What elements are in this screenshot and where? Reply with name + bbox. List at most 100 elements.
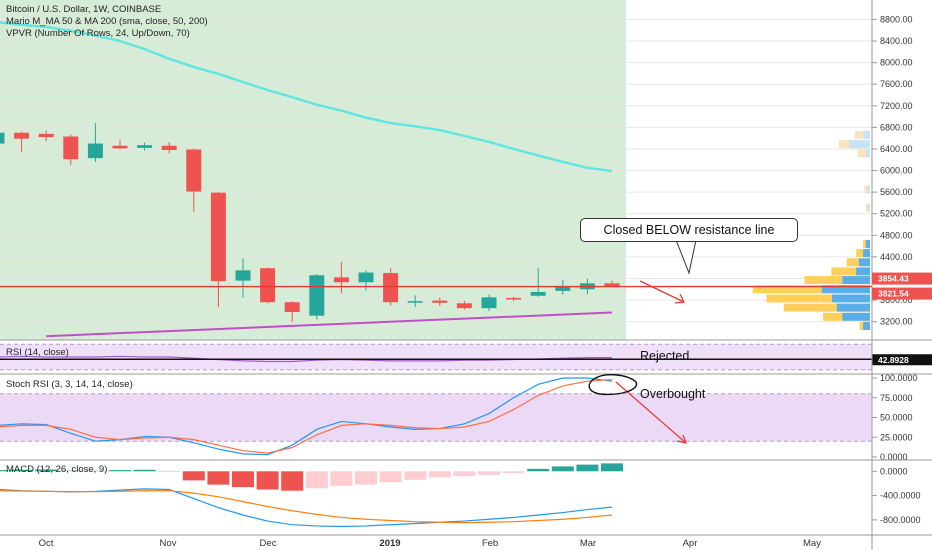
ma50-group — [0, 21, 613, 173]
candle-body — [530, 291, 546, 296]
macd-tick-label: 0.0000 — [880, 466, 908, 476]
vpvr-row-down — [821, 285, 870, 294]
macd-signal-line — [0, 490, 613, 524]
macd-histogram-bar — [59, 470, 82, 472]
ma-indicator-label[interactable]: Mario M_MA 50 & MA 200 (sma, close, 50, … — [6, 16, 208, 27]
vpvr-row-down — [858, 258, 870, 267]
time-axis-label: Mar — [580, 538, 596, 549]
macd-histogram-bar — [133, 469, 156, 472]
macd-histogram-bar — [551, 466, 574, 472]
vpvr-histogram — [752, 130, 870, 330]
candle-body — [506, 297, 522, 300]
vpvr-row-up — [831, 267, 870, 276]
symbol-title: Bitcoin / U.S. Dollar, 1W, COINBASE — [6, 4, 162, 15]
vpvr-row-up — [804, 276, 870, 285]
vpvr-row-down — [867, 185, 870, 194]
price-tick-label: 4400.00 — [880, 252, 913, 262]
macd-histogram-bar — [207, 471, 230, 485]
time-axis-label: Feb — [482, 538, 498, 549]
vpvr-row-down — [842, 312, 870, 321]
price-tick-label: 8400.00 — [880, 36, 913, 46]
macd-histogram-bar — [527, 468, 550, 472]
price-tick-label: 6800.00 — [880, 122, 913, 132]
price-tick-label: 6400.00 — [880, 144, 913, 154]
ma50-line — [0, 21, 613, 173]
second-price-value: 3821.54 — [878, 289, 909, 299]
vpvr-row-down — [849, 140, 870, 149]
macd-histogram-bar — [601, 463, 623, 472]
macd-histogram-bar — [330, 471, 353, 486]
time-axis-label: Oct — [39, 538, 54, 549]
macd-panel: 0.0000 -400.0000 -800.0000 — [0, 463, 921, 528]
macd-histogram-bar — [158, 470, 181, 472]
macd-histogram-bar — [478, 471, 500, 475]
stoch-tick-label: 50.0000 — [880, 413, 913, 423]
macd-indicator-label[interactable]: MACD (12, 26, close, 9) — [6, 464, 108, 475]
price-tick-label: 5200.00 — [880, 209, 913, 219]
vpvr-indicator-label[interactable]: VPVR (Number Of Rows, 24, Up/Down, 70) — [6, 28, 190, 39]
second-price-tag — [872, 287, 932, 300]
candle-body — [137, 145, 153, 148]
price-tick-label: 5600.00 — [880, 187, 913, 197]
arrow-resistance — [639, 280, 685, 303]
callout-box: Closed BELOW resistance line — [580, 218, 798, 242]
price-tick-label: 3600.00 — [880, 295, 913, 305]
macd-histogram-bar — [84, 470, 107, 472]
candle-body — [481, 297, 497, 309]
vpvr-row-down — [867, 203, 870, 212]
stoch-k-line — [0, 377, 613, 456]
candle-body — [14, 132, 30, 139]
stoch-d-line — [0, 378, 613, 454]
last-price-tag — [872, 272, 932, 285]
vpvr-row-up — [766, 294, 870, 303]
candle-body — [38, 133, 54, 138]
rsi-value-label: 42.8928 — [878, 355, 909, 365]
macd-histogram-bar — [0, 470, 8, 472]
macd-histogram-bar — [109, 470, 131, 472]
candle-body — [112, 145, 128, 149]
macd-histogram-bar — [35, 469, 58, 472]
candle-body — [309, 275, 325, 316]
price-tick-label: 8800.00 — [880, 14, 913, 24]
price-tick-label: 7200.00 — [880, 101, 913, 111]
price-tick-label: 6000.00 — [880, 166, 913, 176]
last-price-value: 3854.43 — [878, 274, 909, 284]
callout-pointer — [675, 239, 697, 275]
candle-body — [333, 277, 349, 283]
macd-histogram-bar — [404, 471, 427, 480]
rsi-value-tag — [872, 354, 932, 366]
candle-body — [235, 270, 251, 281]
annotation-rejected: Rejected — [640, 349, 690, 363]
macd-histogram-bar — [182, 471, 205, 481]
candle-body — [284, 302, 300, 312]
macd-tick-label: -800.0000 — [880, 515, 921, 525]
candle-body — [358, 272, 374, 283]
candles-group — [0, 123, 620, 323]
stoch-indicator-label[interactable]: Stoch RSI (3, 3, 14, 14, close) — [6, 379, 133, 390]
stoch-tick-label: 75.0000 — [880, 393, 913, 403]
macd-histogram-bar — [10, 469, 33, 472]
vpvr-row-down — [865, 149, 870, 158]
candle-body — [0, 132, 5, 144]
stoch-panel: 100.0000 75.0000 50.0000 25.0000 0.0000 — [0, 373, 918, 462]
candle-body — [63, 136, 79, 160]
candle-body — [604, 283, 620, 287]
candle-body — [555, 286, 571, 291]
candle-body — [161, 145, 177, 151]
vpvr-row-up — [752, 285, 870, 294]
macd-histogram-bar — [428, 471, 451, 478]
macd-histogram-bar — [379, 471, 402, 483]
time-axis-label: 2019 — [379, 538, 400, 549]
vpvr-row-down — [863, 130, 870, 139]
macd-tick-label: -400.0000 — [880, 491, 921, 501]
vpvr-row-down — [836, 303, 870, 312]
vpvr-row-up — [783, 303, 870, 312]
time-axis-label: May — [803, 538, 821, 549]
price-tick-label: 8000.00 — [880, 58, 913, 68]
rsi-indicator-label[interactable]: RSI (14, close) — [6, 347, 69, 358]
macd-histogram-bar — [305, 471, 328, 489]
arrow-resistance-head — [674, 293, 685, 304]
macd-histogram-bar — [576, 464, 599, 472]
time-axis-label: Dec — [260, 538, 277, 549]
